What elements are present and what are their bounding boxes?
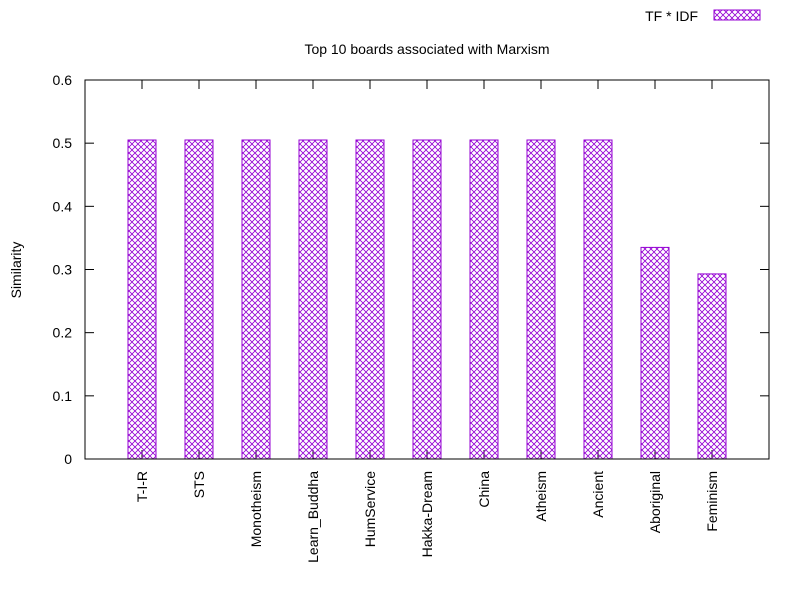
x-tick-label: Aboriginal bbox=[647, 471, 663, 533]
x-tick-label: Monotheism bbox=[248, 471, 264, 547]
bars bbox=[127, 139, 727, 460]
y-tick-label: 0.3 bbox=[53, 262, 73, 278]
bar-humservice bbox=[355, 139, 385, 460]
y-tick-label: 0.5 bbox=[53, 135, 73, 151]
bar-sts bbox=[184, 139, 214, 460]
legend-label: TF * IDF bbox=[645, 8, 698, 24]
chart-title: Top 10 boards associated with Marxism bbox=[304, 41, 549, 57]
y-tick-label: 0.6 bbox=[53, 72, 73, 88]
x-tick-label: Ancient bbox=[590, 471, 606, 518]
x-tick-label: China bbox=[476, 471, 492, 508]
x-tick-label: Atheism bbox=[533, 471, 549, 522]
y-axis-label: Similarity bbox=[8, 242, 24, 299]
bar-china bbox=[469, 139, 499, 460]
bar-hakka-dream bbox=[412, 139, 442, 460]
y-tick-label: 0.4 bbox=[53, 198, 73, 214]
x-tick-label: HumService bbox=[362, 471, 378, 547]
bar-ancient bbox=[583, 139, 613, 460]
legend: TF * IDF bbox=[645, 8, 761, 24]
x-tick-label: STS bbox=[191, 471, 207, 498]
plot-frame bbox=[84, 79, 770, 460]
x-tick-label: Feminism bbox=[704, 471, 720, 532]
bar-t-i-r bbox=[127, 139, 157, 460]
labels: 0 0.1 0.2 0.3 0.4 0.5 0.6 T-I-R STS Monotheism Lea… bbox=[53, 72, 720, 563]
y-tick-label: 0 bbox=[64, 451, 72, 467]
legend-swatch bbox=[713, 9, 761, 21]
x-tick-label: Learn_Buddha bbox=[305, 471, 321, 563]
bar-atheism bbox=[526, 139, 556, 460]
bar-learn-buddha bbox=[298, 139, 328, 460]
y-tick-label: 0.2 bbox=[53, 325, 73, 341]
bar-monotheism bbox=[241, 139, 271, 460]
y-tick-label: 0.1 bbox=[53, 388, 73, 404]
x-tick-label: T-I-R bbox=[134, 471, 150, 502]
x-tick-label: Hakka-Dream bbox=[419, 471, 435, 557]
bar-aboriginal bbox=[640, 246, 670, 460]
bar-feminism bbox=[697, 273, 727, 460]
